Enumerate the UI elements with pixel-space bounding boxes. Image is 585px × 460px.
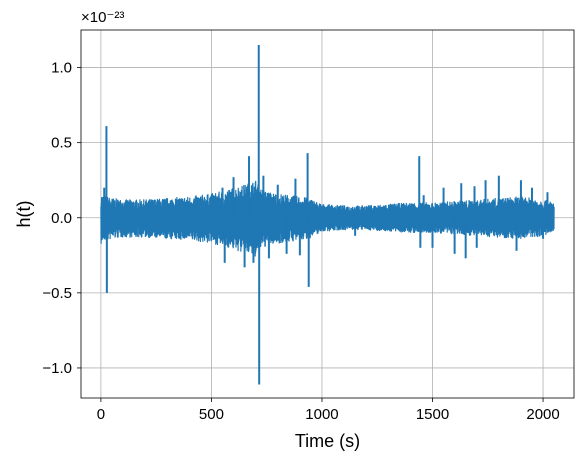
x-tick-label: 1500	[416, 406, 449, 423]
y-tick-label: −1.0	[42, 360, 72, 377]
y-tick-label: 0.5	[51, 135, 72, 152]
series-h-t	[100, 45, 555, 385]
plot-area	[80, 29, 575, 399]
x-tick-label: 1000	[305, 406, 338, 423]
axis-ticks: 0 500 1000 1500 2000 −1.0 −0.5 0.0 0.5 1.0	[42, 60, 559, 423]
y-scale-exponent-label: ×10⁻²³	[81, 9, 124, 26]
y-tick-label: 1.0	[51, 60, 72, 77]
y-tick-label: 0.0	[51, 210, 72, 227]
x-axis-title: Time (s)	[295, 431, 360, 451]
x-tick-label: 2000	[526, 406, 559, 423]
x-tick-label: 500	[199, 406, 224, 423]
x-tick-label: 0	[97, 406, 105, 423]
y-axis-title: h(t)	[14, 201, 34, 228]
series-line	[100, 180, 555, 257]
y-tick-label: −0.5	[42, 285, 72, 302]
